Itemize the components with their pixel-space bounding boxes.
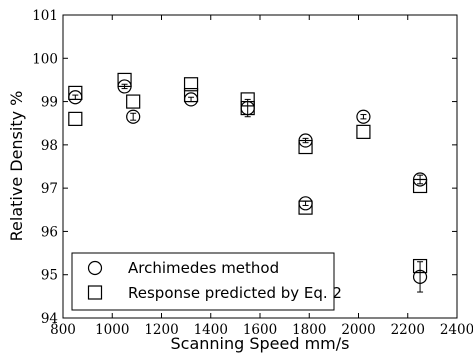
square-point-3: [126, 94, 141, 109]
x-tick-label-1200: 1200: [144, 322, 178, 338]
x-tick-label-1800: 1800: [292, 322, 326, 338]
circle-point-7: [356, 109, 371, 124]
square-point-10: [356, 124, 371, 139]
square-point-11: [412, 178, 428, 194]
square-point-1: [68, 111, 83, 126]
legend-label-archimedes: Archimedes method: [128, 259, 279, 277]
y-tick-label-100: 100: [32, 51, 58, 67]
x-tick-label-1400: 1400: [194, 322, 228, 338]
x-tick-label-2400: 2400: [440, 322, 473, 338]
legend-label-response: Response predicted by Eq. 2: [128, 284, 342, 302]
x-tick-label-800: 800: [50, 322, 76, 338]
square-point-8: [298, 139, 313, 155]
x-axis-title: Scanning Speed mm/s: [170, 334, 349, 353]
y-tick-label-101: 101: [32, 8, 58, 24]
legend-circle-marker: [87, 260, 103, 276]
square-point-12: [412, 258, 428, 274]
y-tick-label-98: 98: [41, 138, 58, 154]
y-tick-label-97: 97: [41, 181, 58, 197]
x-tick-label-1000: 1000: [95, 322, 129, 338]
legend-square-marker: [87, 285, 103, 300]
data-points: [68, 72, 428, 293]
circle-point-2: [126, 109, 141, 124]
square-point-5: [183, 87, 199, 103]
axis-ticks: 800 1000 1200 1400 1600 1800 2000 2200 2400 94 95 9…: [32, 8, 473, 338]
y-tick-label-95: 95: [41, 268, 58, 284]
square-point-2: [117, 72, 132, 88]
legend-box: [71, 252, 335, 311]
square-point-4: [183, 77, 199, 92]
x-tick-label-2000: 2000: [341, 322, 375, 338]
y-axis-title: Relative Density %: [7, 91, 26, 242]
circle-point-9: [412, 269, 428, 284]
y-tick-label-96: 96: [41, 224, 58, 240]
x-tick-label-2200: 2200: [391, 322, 425, 338]
x-tick-label-1600: 1600: [243, 322, 277, 338]
square-point-9: [298, 200, 313, 215]
y-tick-label-94: 94: [41, 311, 58, 327]
square-point-6: [240, 92, 255, 107]
square-point-7: [240, 100, 255, 116]
square-point-0: [68, 85, 83, 101]
legend: Archimedes method Response predicted by …: [71, 252, 342, 311]
y-tick-label-99: 99: [41, 95, 58, 111]
